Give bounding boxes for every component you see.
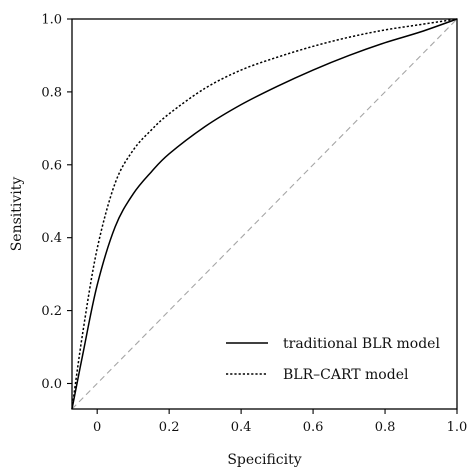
series-line-1 bbox=[71, 18, 458, 410]
plot-frame bbox=[71, 18, 458, 410]
y-tick-label: 0.2 bbox=[41, 304, 62, 319]
series-line-0 bbox=[71, 18, 458, 410]
plot-layer bbox=[71, 18, 458, 410]
y-axis-title: Sensitivity bbox=[9, 177, 25, 252]
x-axis-title: Specificity bbox=[227, 452, 301, 468]
y-tick-label: 0.0 bbox=[41, 377, 62, 392]
reference-diagonal-line bbox=[71, 18, 458, 410]
x-tick-label: 0.6 bbox=[303, 420, 324, 435]
y-tick-label: 1.0 bbox=[41, 13, 62, 28]
ticks-layer: 0 0.2 0.4 0.6 0.8 1.0 0.0 0.2 0.4 0.6 0.8 1.0 bbox=[41, 13, 467, 436]
y-tick-label: 0.6 bbox=[41, 158, 62, 173]
legend-label-traditional-blr: traditional BLR model bbox=[283, 336, 440, 352]
y-tick-label: 0.8 bbox=[41, 85, 62, 100]
legend-label-blr-cart: BLR–CART model bbox=[283, 367, 409, 383]
y-tick-label: 0.4 bbox=[41, 231, 62, 246]
x-tick-label: 1.0 bbox=[447, 420, 468, 435]
x-tick-label: 0.8 bbox=[375, 420, 396, 435]
x-tick-label: 0.4 bbox=[231, 420, 252, 435]
legend: traditional BLR model BLR–CART model bbox=[226, 336, 440, 383]
x-tick-label: 0 bbox=[93, 420, 101, 435]
x-tick-label: 0.2 bbox=[159, 420, 180, 435]
